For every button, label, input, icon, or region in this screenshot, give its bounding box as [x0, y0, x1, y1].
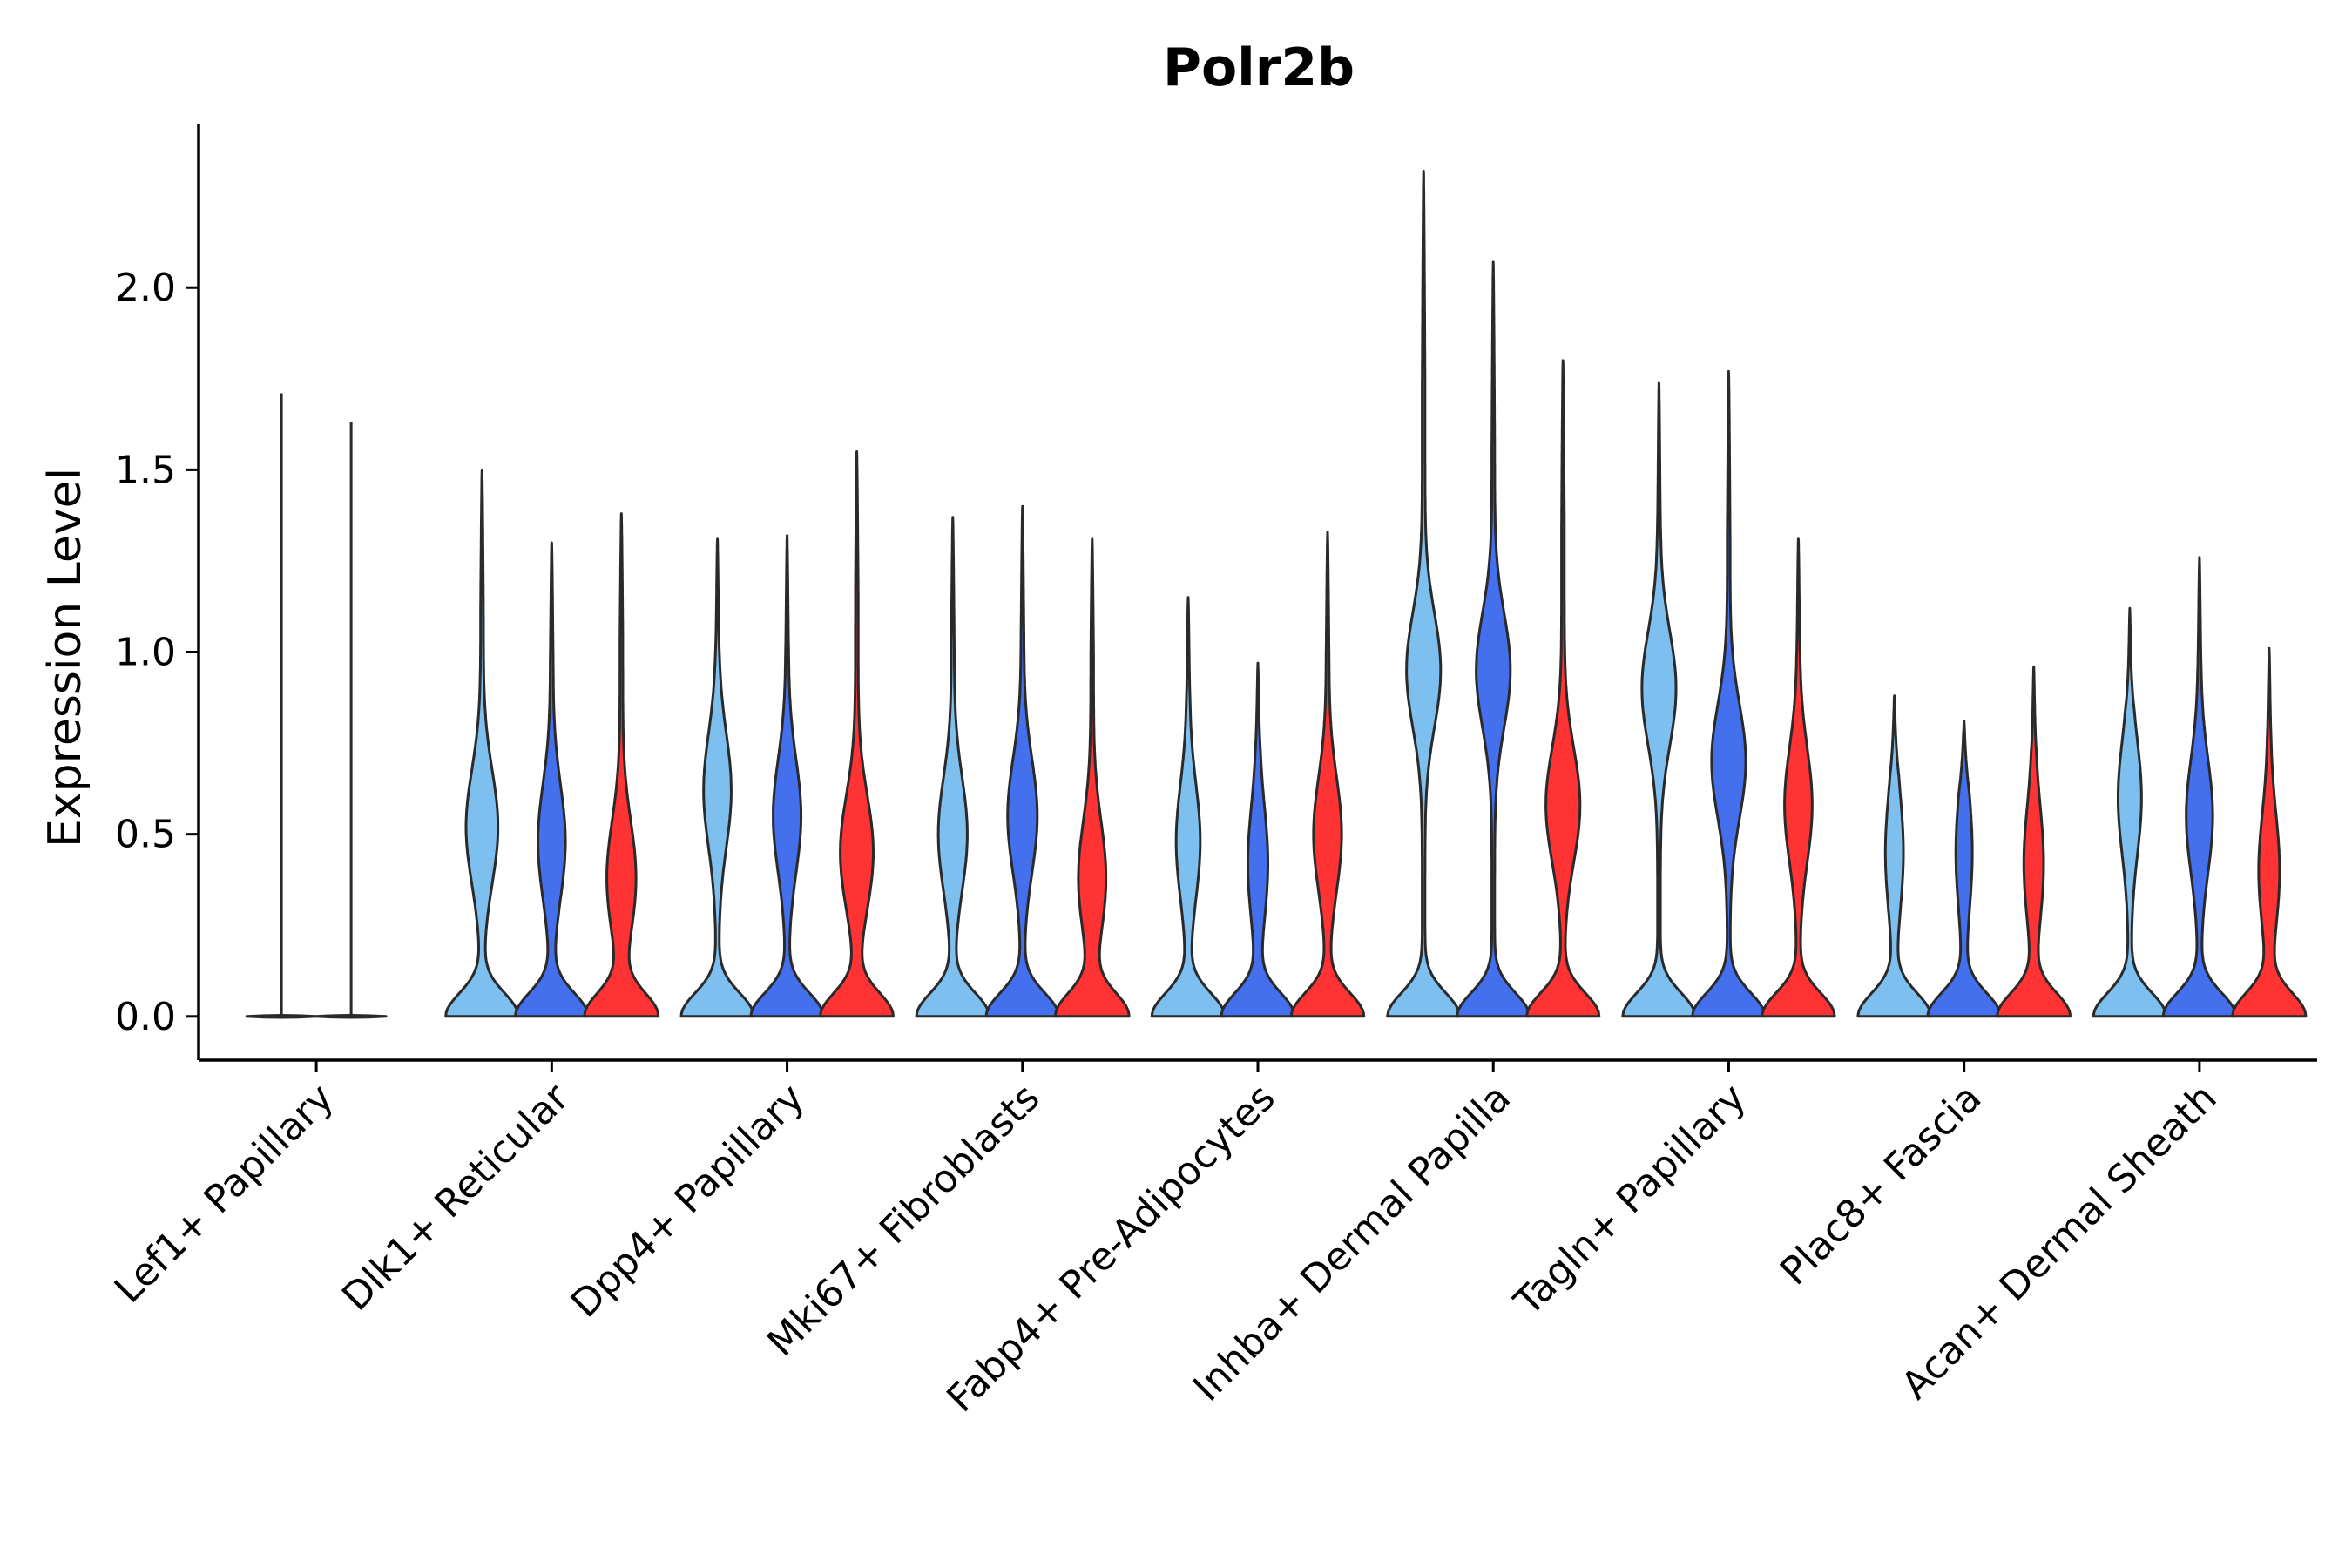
violin-3 [2231, 646, 2308, 1018]
x-tick-label: Dpp4+ Papillary [563, 1076, 814, 1327]
y-axis-label: Expression Level [39, 468, 91, 848]
violin-2 [749, 534, 825, 1018]
violin-3 [1525, 359, 1601, 1018]
x-tick-label: Lef1+ Papillary [106, 1076, 342, 1312]
violin-1 [1621, 381, 1697, 1018]
violin-1 [1856, 694, 1932, 1018]
violin-1 [679, 537, 755, 1018]
y-tick-label: 1.0 [115, 631, 176, 675]
violin-2 [2161, 556, 2237, 1018]
violin-2 [984, 504, 1060, 1018]
y-ticks: 0.0 0.5 1.0 1.5 2.0 [115, 266, 199, 1039]
x-tick-label: Mki67+ Fibroblasts [759, 1076, 1048, 1365]
violin-3 [583, 512, 660, 1018]
violin-group [245, 169, 2308, 1019]
x-tick-label: Tagln+ Papillary [1505, 1076, 1754, 1325]
violin-1 [2092, 606, 2167, 1018]
violin-1 [444, 468, 520, 1018]
violin-3 [1054, 537, 1131, 1018]
violin-2 [314, 1014, 388, 1019]
violin-3 [1289, 531, 1366, 1018]
x-tick-label: Plac8+ Fascia [1772, 1076, 1990, 1294]
violin-2 [1926, 720, 2002, 1018]
violin-1 [1386, 169, 1462, 1018]
violin-1 [915, 516, 990, 1018]
x-tick-label: Dlk1+ Reticular [334, 1075, 578, 1320]
violin-3 [1761, 537, 1836, 1018]
y-tick-label: 0.5 [115, 813, 176, 857]
violin-2 [1691, 369, 1767, 1018]
y-tick-label: 0.0 [115, 995, 176, 1039]
violin-2 [1220, 661, 1296, 1018]
chart-title: Polr2b [1163, 37, 1355, 98]
y-tick-label: 1.5 [115, 448, 176, 492]
violin-2 [514, 541, 590, 1018]
violin-3 [1996, 665, 2072, 1018]
violin-3 [819, 450, 895, 1018]
y-tick-label: 2.0 [115, 266, 176, 310]
violin-2 [1456, 260, 1531, 1018]
violin-1 [1150, 596, 1227, 1018]
